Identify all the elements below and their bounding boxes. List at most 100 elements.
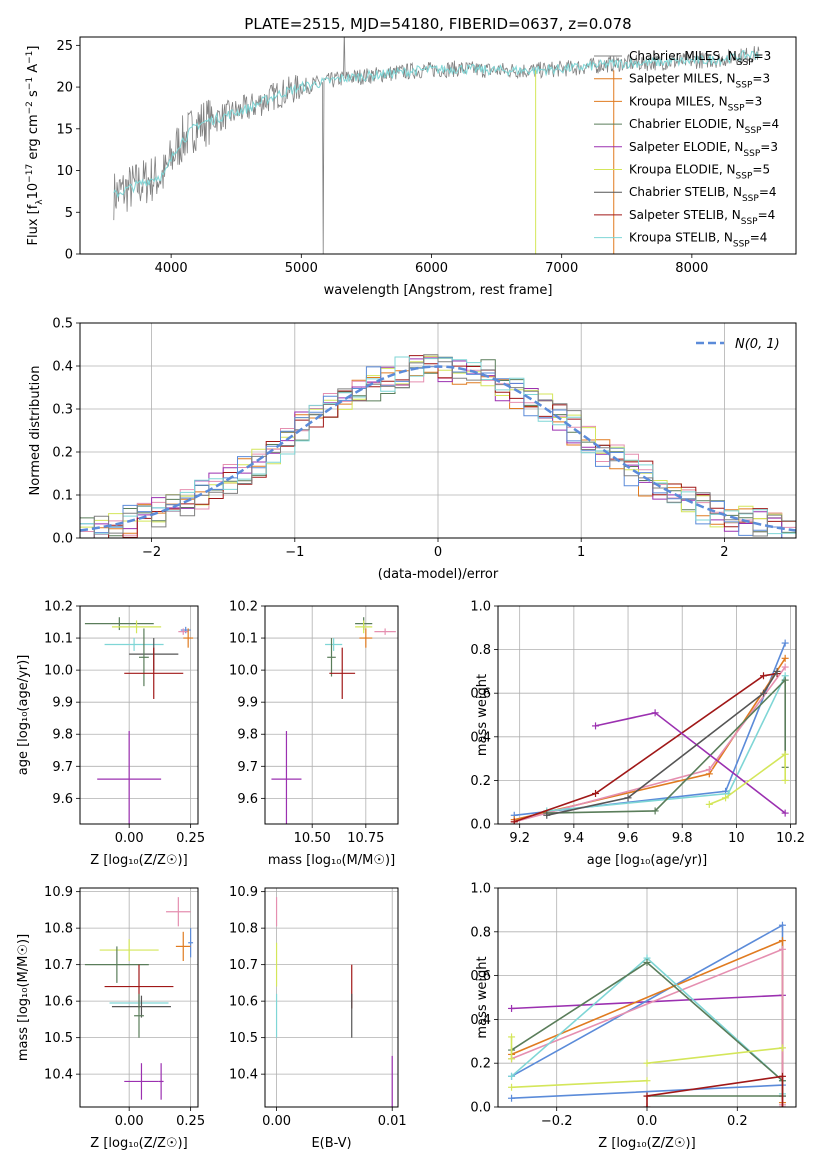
series-line <box>708 752 786 806</box>
y-tick-label: 10.2 <box>229 600 258 615</box>
y-tick-label: 10.8 <box>229 922 258 937</box>
series-marker <box>781 654 789 662</box>
y-tick-label: 10.4 <box>44 1068 73 1083</box>
plot-area <box>271 617 396 824</box>
series-marker <box>781 676 789 684</box>
y-tick-label: 0.4 <box>52 360 73 375</box>
x-tick-label: 9.2 <box>509 831 530 846</box>
series-marker <box>781 809 789 817</box>
x-axis-label: age [log₁₀(age/yr)] <box>587 853 708 868</box>
series-marker <box>781 663 789 671</box>
y-tick-label: 0.4 <box>470 1013 491 1028</box>
y-tick-label: 0.8 <box>470 925 491 940</box>
errorbar-point <box>183 628 194 648</box>
axes-frame <box>79 605 199 825</box>
errorbar-point <box>99 939 159 961</box>
x-tick-label: 10.75 <box>347 831 384 846</box>
series-marker <box>781 750 789 758</box>
legend-label: Salpeter ELODIE, NSSP=3 <box>629 140 778 159</box>
y-axis-label: Normed distribution <box>28 366 43 496</box>
y-tick-label: 10.5 <box>44 1031 73 1046</box>
errorbar-point <box>97 731 162 824</box>
x-tick-label: 0.00 <box>262 1114 291 1129</box>
chart-age-vs-Z: 0.00 0.25 9.6 9.7 9.8 9.9 10.0 10.1 10.2 Z [log₁₀… <box>16 600 205 869</box>
chart-weight-vs-age: 9.2 9.4 9.6 9.8 10 10.2 0.0 0.2 0.4 0.6 0.8 1.0 age … <box>470 600 805 869</box>
y-tick-label: 0.4 <box>470 730 491 745</box>
series-marker <box>778 1072 786 1080</box>
errorbar-point <box>134 993 144 1038</box>
y-tick-label: 10.9 <box>44 885 73 900</box>
series-marker <box>643 1077 651 1085</box>
y-tick-label: 10.6 <box>229 995 258 1010</box>
y-tick-label: 20 <box>56 81 73 96</box>
x-tick-label: 9.4 <box>564 831 585 846</box>
x-tick-label: 6000 <box>415 261 448 276</box>
x-tick-label: 0.00 <box>115 1114 144 1129</box>
series-line <box>514 657 786 821</box>
x-axis-label: (data-model)/error <box>378 567 499 582</box>
series-marker <box>508 1083 516 1091</box>
x-tick-label: 0.01 <box>378 1114 407 1129</box>
x-tick-label: 9.6 <box>618 831 639 846</box>
plot-area <box>80 354 796 538</box>
y-tick-label: 0.8 <box>470 643 491 658</box>
y-tick-label: 10.8 <box>44 922 73 937</box>
series-marker <box>705 800 713 808</box>
series-marker <box>781 776 789 784</box>
series-marker <box>778 937 786 945</box>
gaussian-line <box>80 365 796 532</box>
x-tick-label: 5000 <box>285 261 318 276</box>
errorbar-point <box>111 620 162 634</box>
y-tick-label: 0.0 <box>470 1101 491 1116</box>
series-marker <box>543 811 551 819</box>
errorbar-point <box>271 731 302 824</box>
y-tick-label: 15 <box>56 122 73 137</box>
plot-area <box>508 921 786 1107</box>
series-marker <box>781 639 789 647</box>
y-tick-label: 0.2 <box>52 446 73 461</box>
x-axis-label: E(B-V) <box>311 1136 351 1151</box>
axes-frame <box>497 605 797 825</box>
y-tick-label: 0 <box>65 248 73 263</box>
axes-frame <box>497 887 797 1108</box>
series-marker <box>643 1092 651 1100</box>
series-line <box>546 670 778 817</box>
x-tick-label: 9.8 <box>672 831 693 846</box>
chart-spectrum: 4000 5000 6000 7000 8000 0 5 10 15 20 25 wavelength… <box>25 36 797 298</box>
errorbar-point <box>84 946 149 983</box>
y-axis-label: mass [log₁₀(M/M☉)] <box>16 934 31 1061</box>
y-tick-label: 10.2 <box>44 600 73 615</box>
y-tick-label: 0.1 <box>52 489 73 504</box>
series-marker <box>592 722 600 730</box>
y-tick-label: 0.6 <box>470 969 491 984</box>
histogram-series <box>80 355 796 538</box>
axes-frame <box>79 887 199 1108</box>
x-tick-label: −0.2 <box>541 1114 573 1129</box>
errorbar-point <box>84 617 154 631</box>
series-marker <box>722 794 730 802</box>
y-tick-label: 10.1 <box>44 632 73 647</box>
plot-area <box>275 897 393 1107</box>
series-marker <box>778 1103 786 1107</box>
x-axis-label: Z [log₁₀(Z/Z☉)] <box>90 853 187 868</box>
x-tick-label: 10.2 <box>776 831 805 846</box>
errorbar-point <box>166 897 191 927</box>
errorbar-point <box>188 928 194 958</box>
errorbar-point <box>327 638 336 677</box>
y-tick-label: 10.1 <box>229 632 258 647</box>
series-line <box>546 678 786 814</box>
x-tick-label: −1 <box>285 545 304 560</box>
x-axis-label: Z [log₁₀(Z/Z☉)] <box>598 1136 695 1151</box>
errorbar-point <box>374 628 396 635</box>
y-tick-label: 1.0 <box>470 882 491 897</box>
series-marker <box>592 789 600 797</box>
x-tick-label: 10 <box>728 831 745 846</box>
x-tick-label: 10.50 <box>294 831 331 846</box>
x-tick-label: 0.0 <box>637 1114 658 1129</box>
chart-age-vs-mass: 10.50 10.75 9.6 9.7 9.8 9.9 10.0 10.1 10.2 mass [… <box>229 600 399 868</box>
series-marker <box>778 1044 786 1052</box>
y-tick-label: 0.0 <box>52 532 73 547</box>
legend-label: Kroupa ELODIE, NSSP=5 <box>629 163 770 182</box>
page-title: PLATE=2515, MJD=54180, FIBERID=0637, z=0… <box>244 15 631 33</box>
